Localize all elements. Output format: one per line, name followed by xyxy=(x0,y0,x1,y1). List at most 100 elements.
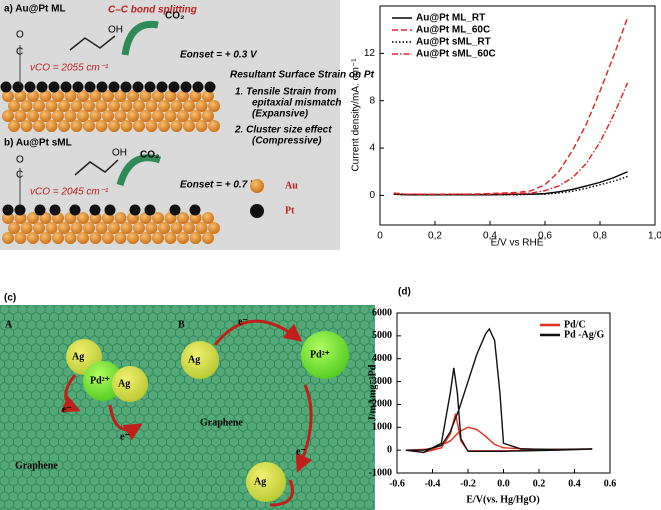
au-atom xyxy=(164,90,177,102)
au-atom xyxy=(20,100,33,112)
au-atom xyxy=(33,222,45,234)
graphene-label: Graphene xyxy=(15,460,58,471)
legend-label: Pd/C xyxy=(564,319,586,330)
annotation: Eonset = + 0.3 V xyxy=(180,50,258,61)
pt-key xyxy=(250,204,264,218)
strain-item: (Compressive) xyxy=(252,136,322,147)
pd-label: Pd²⁺ xyxy=(310,349,330,360)
pt-atom xyxy=(60,81,72,93)
arrow xyxy=(121,20,159,56)
sub-label: A xyxy=(5,319,13,330)
au-atom xyxy=(39,90,52,102)
legend-label: Au@Pt ML_60C xyxy=(416,25,490,36)
y-tick-label: 4000 xyxy=(372,353,392,364)
au-atom xyxy=(8,120,20,132)
au-atom xyxy=(70,100,83,112)
key-label: Au xyxy=(285,180,298,191)
graphene-label: Graphene xyxy=(200,417,243,428)
au-atom xyxy=(77,110,89,122)
legend-label: Au@Pt sML_RT xyxy=(416,37,491,48)
au-atom xyxy=(183,100,195,112)
x-tick-label: -0.4 xyxy=(425,478,441,489)
atom-label: C xyxy=(16,170,23,181)
ethanol xyxy=(69,35,116,51)
pt-atom xyxy=(12,81,24,93)
atom-label: C xyxy=(16,47,23,58)
au-atom xyxy=(139,90,152,102)
au-atom xyxy=(8,100,20,112)
au-atom xyxy=(152,232,164,244)
pt-atom xyxy=(104,204,116,216)
au-atom xyxy=(170,120,183,132)
au-atom xyxy=(70,222,83,234)
au-atom xyxy=(120,100,133,112)
y-tick-label: 6000 xyxy=(372,307,392,318)
au-atom xyxy=(202,212,214,224)
au-atom xyxy=(33,120,45,132)
au-atom xyxy=(133,222,145,234)
annotation: Eonset = + 0.7 V xyxy=(180,180,258,191)
product: CO₂ xyxy=(140,150,159,161)
annotation: vCO = 2055 cm⁻¹ xyxy=(30,63,109,74)
legend-label: Au@Pt sML_60C xyxy=(416,49,496,60)
x-tick-label: 0.6 xyxy=(604,478,617,489)
au-atom xyxy=(64,232,77,244)
au-atom xyxy=(189,110,202,122)
au-atom xyxy=(120,120,133,132)
au-atom xyxy=(77,90,89,102)
au-atom xyxy=(127,110,139,122)
x-tick-label: 0 xyxy=(377,231,383,242)
pt-atom xyxy=(89,204,101,216)
pt-atom xyxy=(129,204,141,216)
au-atom xyxy=(45,100,58,112)
au-atom xyxy=(58,120,70,132)
x-tick-label: -0.2 xyxy=(460,478,476,489)
au-atom xyxy=(208,100,220,112)
sub-label: B xyxy=(178,319,185,330)
y-tick-label: 5000 xyxy=(372,330,392,341)
ag-particle xyxy=(181,341,219,379)
pt-atom xyxy=(169,204,181,216)
au-atom xyxy=(127,90,139,102)
au-atom xyxy=(170,222,183,234)
annotation: C–C bond splitting xyxy=(108,5,197,16)
au-atom xyxy=(183,222,195,234)
au-atom xyxy=(64,110,77,122)
au-atom xyxy=(195,120,208,132)
au-atom xyxy=(195,222,208,234)
legend-label: Au@Pt ML_RT xyxy=(416,13,485,24)
au-atom xyxy=(170,100,183,112)
pt-atom xyxy=(0,81,12,93)
au-atom xyxy=(133,120,145,132)
pt-atom xyxy=(34,204,46,216)
pt-atom xyxy=(120,81,132,93)
au-atom xyxy=(89,110,102,122)
series-line xyxy=(405,327,593,454)
x-axis-label: E/V(vs. Hg/HgO) xyxy=(466,494,539,505)
au-atom xyxy=(158,222,170,234)
pt-atom xyxy=(72,81,84,93)
arrow xyxy=(60,374,81,413)
y-tick-label: 3000 xyxy=(372,376,392,387)
pt-atom xyxy=(2,204,14,216)
x-axis-label: E/V vs RHE xyxy=(491,238,544,249)
au-atom xyxy=(120,222,133,234)
ag-particle xyxy=(112,366,148,402)
strain-item: (Expansive) xyxy=(252,109,309,120)
pt-atom xyxy=(49,204,61,216)
series-line xyxy=(393,82,629,195)
au-atom xyxy=(2,232,14,244)
electron: e⁻ xyxy=(120,431,130,442)
au-atom xyxy=(189,212,202,224)
au-atom xyxy=(20,120,33,132)
x-tick-label: 0,2 xyxy=(428,231,442,242)
au-atom xyxy=(14,110,27,122)
x-tick-label: -0.6 xyxy=(389,478,405,489)
arrow xyxy=(295,384,313,473)
au-atom xyxy=(33,100,45,112)
x-tick-label: 0,6 xyxy=(538,231,552,242)
au-atom xyxy=(102,232,114,244)
au-atom xyxy=(202,110,214,122)
pt-atom xyxy=(48,81,60,93)
